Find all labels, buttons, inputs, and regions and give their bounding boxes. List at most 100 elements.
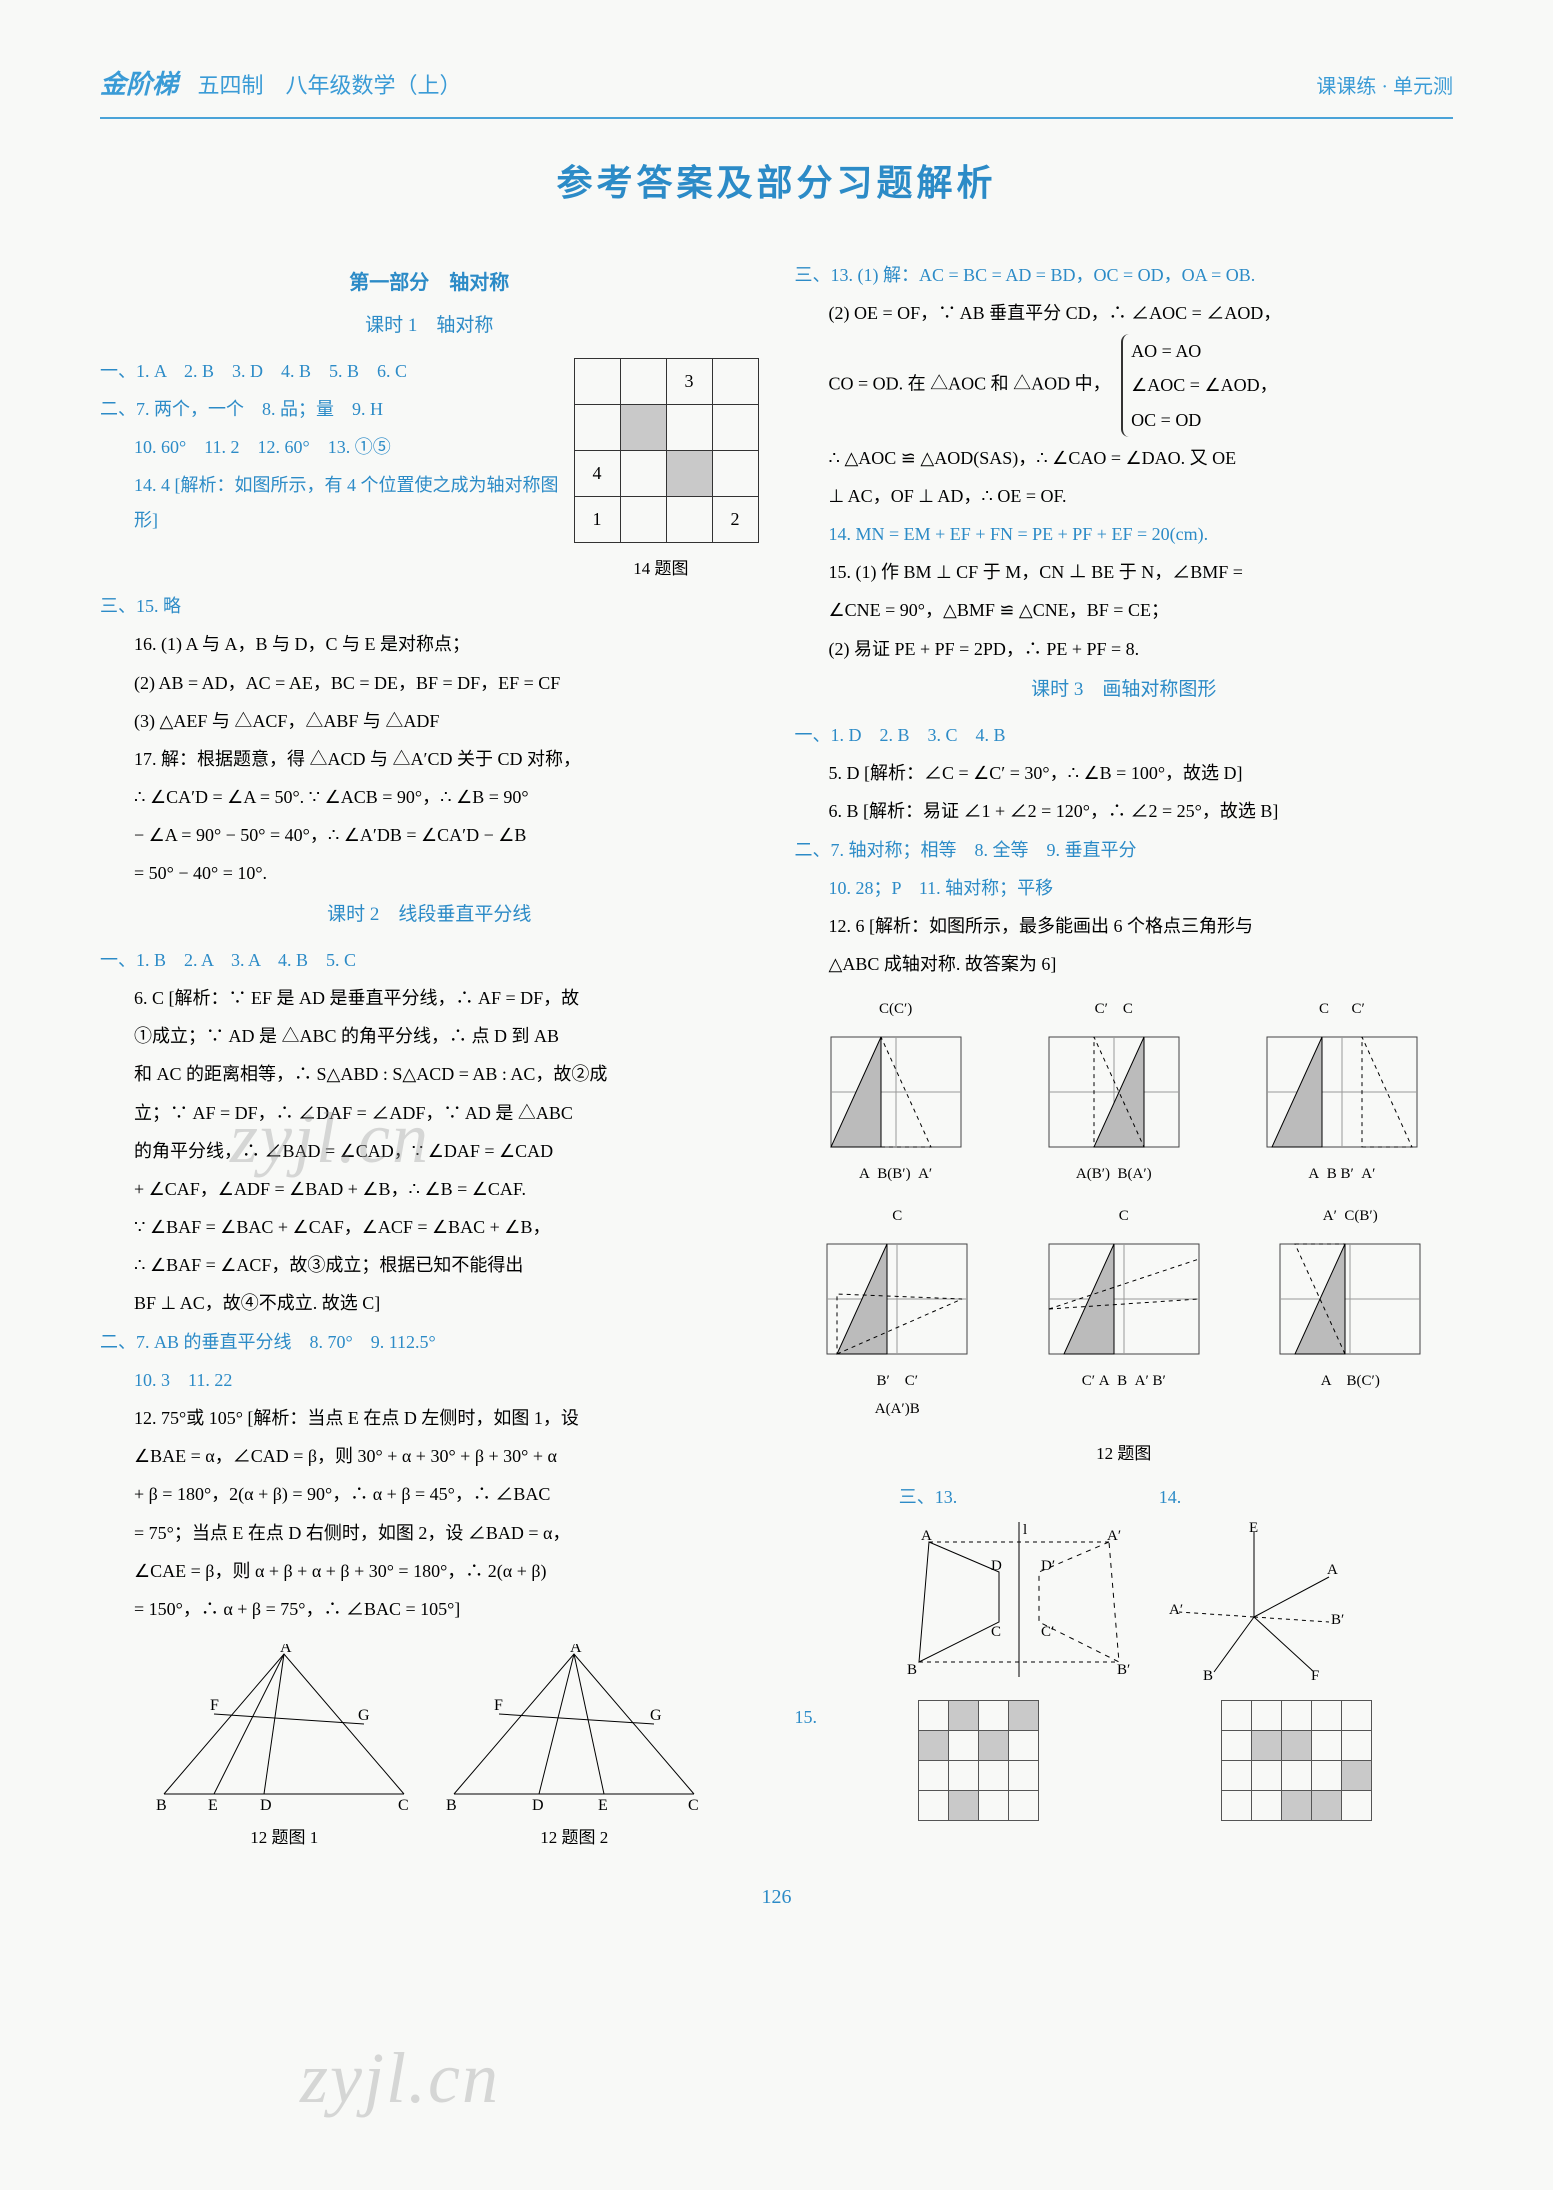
l2-q6-2: ①成立；∵ AD 是 △ABC 的角平分线，∴ 点 D 到 AB	[100, 1019, 759, 1053]
q12-figure-pair: A F G B E D C 12 题图 1 A F	[100, 1636, 759, 1854]
q12-fig2: A F G B D E C 12 题图 2	[444, 1636, 704, 1854]
q13-label: 三、13.	[899, 1487, 958, 1507]
brace-line2: ∠AOC = ∠AOD，	[1131, 368, 1277, 402]
l3-answers-row1: 一、1. D 2. B 3. C 4. B	[795, 718, 1454, 752]
l2-answers-row2a: 二、7. AB 的垂直平分线 8. 70° 9. 112.5°	[100, 1325, 759, 1359]
tri-box-1: C(C′) A B(B′) A′	[826, 995, 966, 1188]
l2-q12-4: = 75°；当点 E 在点 D 右侧时，如图 2，设 ∠BAD = α，	[100, 1516, 759, 1550]
r-q15-2: ∠CNE = 90°，△BMF ≌ △CNE，BF = CE；	[795, 593, 1454, 627]
svg-text:C: C	[991, 1624, 1001, 1640]
q13-fig: 三、13. l AA′ DD′ CC′ BB′	[899, 1480, 1139, 1690]
tri-box-4: C B′ C′A(A′)B	[822, 1202, 972, 1424]
l1-q16-3: (3) △AEF 与 △ACF，△ABF 与 △ADF	[100, 704, 759, 738]
l2-q12-1: 12. 75°或 105° [解析：当点 E 在点 D 左侧时，如图 1，设	[100, 1401, 759, 1435]
r-q15-3: (2) 易证 PE + PF = 2PD，∴ PE + PF = 8.	[795, 632, 1454, 666]
l3-q12-2: △ABC 成轴对称. 故答案为 6]	[795, 947, 1454, 981]
tri6-bottom-label: A B(C′)	[1275, 1367, 1425, 1396]
l2-q12-3: + β = 180°，2(α + β) = 90°，∴ α + β = 45°，…	[100, 1477, 759, 1511]
q15-label: 15.	[795, 1700, 818, 1734]
tri-box-3: C C′ A B B′ A′	[1262, 995, 1422, 1188]
brace-line1: AO = AO	[1131, 334, 1277, 368]
l1-q17-4: = 50° − 40° = 10°.	[100, 856, 759, 890]
q14-fig: 14. E A A′ B′ B F	[1159, 1480, 1349, 1690]
l1-q17-1: 17. 解：根据题意，得 △ACD 与 △A′CD 关于 CD 对称，	[100, 742, 759, 776]
tri-diagrams-row2: C B′ C′A(A′)B C C′ A B A′ B′ A′ C(B′) A …	[795, 1202, 1454, 1424]
r-q13-1: 三、13. (1) 解：AC = BC = AD = BD，OC = OD，OA…	[795, 258, 1454, 292]
l1-q17-2: ∴ ∠CA′D = ∠A = 50°. ∵ ∠ACB = 90°，∴ ∠B = …	[100, 780, 759, 814]
tri-diagrams-row1: C(C′) A B(B′) A′ C′ C A(B′) B(A′) C C′ A…	[795, 995, 1454, 1188]
svg-text:D: D	[260, 1797, 272, 1814]
svg-text:B′: B′	[1331, 1612, 1344, 1628]
svg-text:C: C	[688, 1797, 699, 1814]
l2-q12-6: = 150°，∴ α + β = 75°，∴ ∠BAC = 105°]	[100, 1592, 759, 1626]
svg-text:A: A	[921, 1528, 932, 1544]
svg-text:G: G	[358, 1707, 370, 1724]
q12-fig2-caption: 12 题图 2	[444, 1822, 704, 1854]
l3-q6: 6. B [解析：易证 ∠1 + ∠2 = 120°，∴ ∠2 = 25°，故选…	[795, 794, 1454, 828]
tri5-top-label: C	[1044, 1202, 1204, 1231]
tri4-top-label: C	[822, 1202, 972, 1231]
q14-label: 14.	[1159, 1487, 1182, 1507]
tri2-bottom-label: A(B′) B(A′)	[1044, 1160, 1184, 1189]
header-right: 课课练 · 单元测	[1316, 68, 1453, 106]
l2-q12-2: ∠BAE = α，∠CAD = β，则 30° + α + 30° + β + …	[100, 1439, 759, 1473]
l3-q12-1: 12. 6 [解析：如图所示，最多能画出 6 个格点三角形与	[795, 909, 1454, 943]
r-q13-3: CO = OD. 在 △AOC 和 △AOD 中， AO = AO ∠AOC =…	[795, 334, 1454, 437]
svg-text:E: E	[208, 1797, 218, 1814]
brace-line3: OC = OD	[1131, 403, 1277, 437]
tri-box-2: C′ C A(B′) B(A′)	[1044, 995, 1184, 1188]
svg-text:A′: A′	[1169, 1602, 1183, 1618]
page-number: 126	[100, 1878, 1453, 1916]
svg-text:F: F	[1311, 1668, 1319, 1682]
tri5-bottom-label: C′ A B A′ B′	[1044, 1367, 1204, 1396]
q12-fig1-caption: 12 题图 1	[154, 1822, 414, 1854]
svg-text:C′: C′	[1041, 1624, 1054, 1640]
l3-q5: 5. D [解析：∠C = ∠C′ = 30°，∴ ∠B = 100°，故选 D…	[795, 756, 1454, 790]
q15-grid-a	[918, 1700, 1039, 1821]
tri-box-6: A′ C(B′) A B(C′)	[1275, 1202, 1425, 1424]
header-left: 金阶梯 五四制 八年级数学（上）	[100, 60, 462, 109]
svg-text:E: E	[598, 1797, 608, 1814]
svg-text:B: B	[1203, 1668, 1213, 1682]
tri2-top-label: C′ C	[1044, 995, 1184, 1024]
brace-group: AO = AO ∠AOC = ∠AOD， OC = OD	[1121, 334, 1277, 437]
l2-q6-3: 和 AC 的距离相等，∴ S△ABD : S△ACD = AB : AC，故②成	[100, 1057, 759, 1091]
q12-fig1: A F G B E D C 12 题图 1	[154, 1636, 414, 1854]
r-q15-1: 15. (1) 作 BM ⊥ CF 于 M，CN ⊥ BE 于 N，∠BMF =	[795, 555, 1454, 589]
tri-box-5: C C′ A B A′ B′	[1044, 1202, 1204, 1424]
right-column: 三、13. (1) 解：AC = BC = AD = BD，OC = OD，OA…	[795, 254, 1454, 1855]
watermark-2: zyjl.cn	[300, 2010, 500, 2147]
r-q13-4: ∴ △AOC ≌ △AOD(SAS)，∴ ∠CAO = ∠DAO. 又 OE	[795, 441, 1454, 475]
svg-text:l: l	[1023, 1522, 1027, 1538]
page-title: 参考答案及部分习题解析	[100, 149, 1453, 217]
svg-text:B: B	[907, 1662, 917, 1678]
svg-text:A′: A′	[1107, 1528, 1121, 1544]
l2-q12-5: ∠CAE = β，则 α + β + α + β + 30° = 180°，∴ …	[100, 1554, 759, 1588]
svg-text:C: C	[398, 1797, 409, 1814]
svg-text:F: F	[494, 1697, 503, 1714]
q14-caption: 14 题图	[100, 553, 759, 585]
l1-q15: 三、15. 略	[100, 589, 759, 623]
r-q14: 14. MN = EM + EF + FN = PE + PF + EF = 2…	[795, 517, 1454, 551]
q15-grid-b	[1221, 1700, 1372, 1821]
l2-q6-1: 6. C [解析：∵ EF 是 AD 是垂直平分线，∴ AF = DF，故	[100, 981, 759, 1015]
tri1-bottom-label: A B(B′) A′	[826, 1160, 966, 1189]
l2-q6-6: + ∠CAF，∠ADF = ∠BAD + ∠B，∴ ∠B = ∠CAF.	[100, 1172, 759, 1206]
l2-answers-row1: 一、1. B 2. A 3. A 4. B 5. C	[100, 943, 759, 977]
svg-text:A: A	[570, 1644, 582, 1656]
l2-q6-7: ∵ ∠BAF = ∠BAC + ∠CAF，∠ACF = ∠BAC + ∠B，	[100, 1210, 759, 1244]
edition-text: 五四制 八年级数学（上）	[198, 73, 462, 98]
svg-text:G: G	[650, 1707, 662, 1724]
svg-text:D: D	[991, 1558, 1002, 1574]
l2-q6-8: ∴ ∠BAF = ∠ACF，故③成立；根据已知不能得出	[100, 1248, 759, 1282]
lesson2-header: 课时 2 线段垂直平分线	[100, 897, 759, 933]
svg-text:D′: D′	[1041, 1558, 1055, 1574]
content-columns: 第一部分 轴对称 课时 1 轴对称 3 4 12 一、1. A 2. B 3. …	[100, 254, 1453, 1855]
q14-grid-diagram: 3 4 12	[574, 358, 759, 543]
l3-answers-row2b: 10. 28；P 11. 轴对称；平移	[795, 871, 1454, 905]
left-column: 第一部分 轴对称 课时 1 轴对称 3 4 12 一、1. A 2. B 3. …	[100, 254, 759, 1855]
q13-q14-figures: 三、13. l A A′ D D′ C C′ B B′ 14.	[795, 1480, 1454, 1690]
l3-q12-caption: 12 题图	[795, 1438, 1454, 1470]
r-q13-5: ⊥ AC，OF ⊥ AD，∴ OE = OF.	[795, 479, 1454, 513]
l3-answers-row2a: 二、7. 轴对称；相等 8. 全等 9. 垂直平分	[795, 833, 1454, 867]
